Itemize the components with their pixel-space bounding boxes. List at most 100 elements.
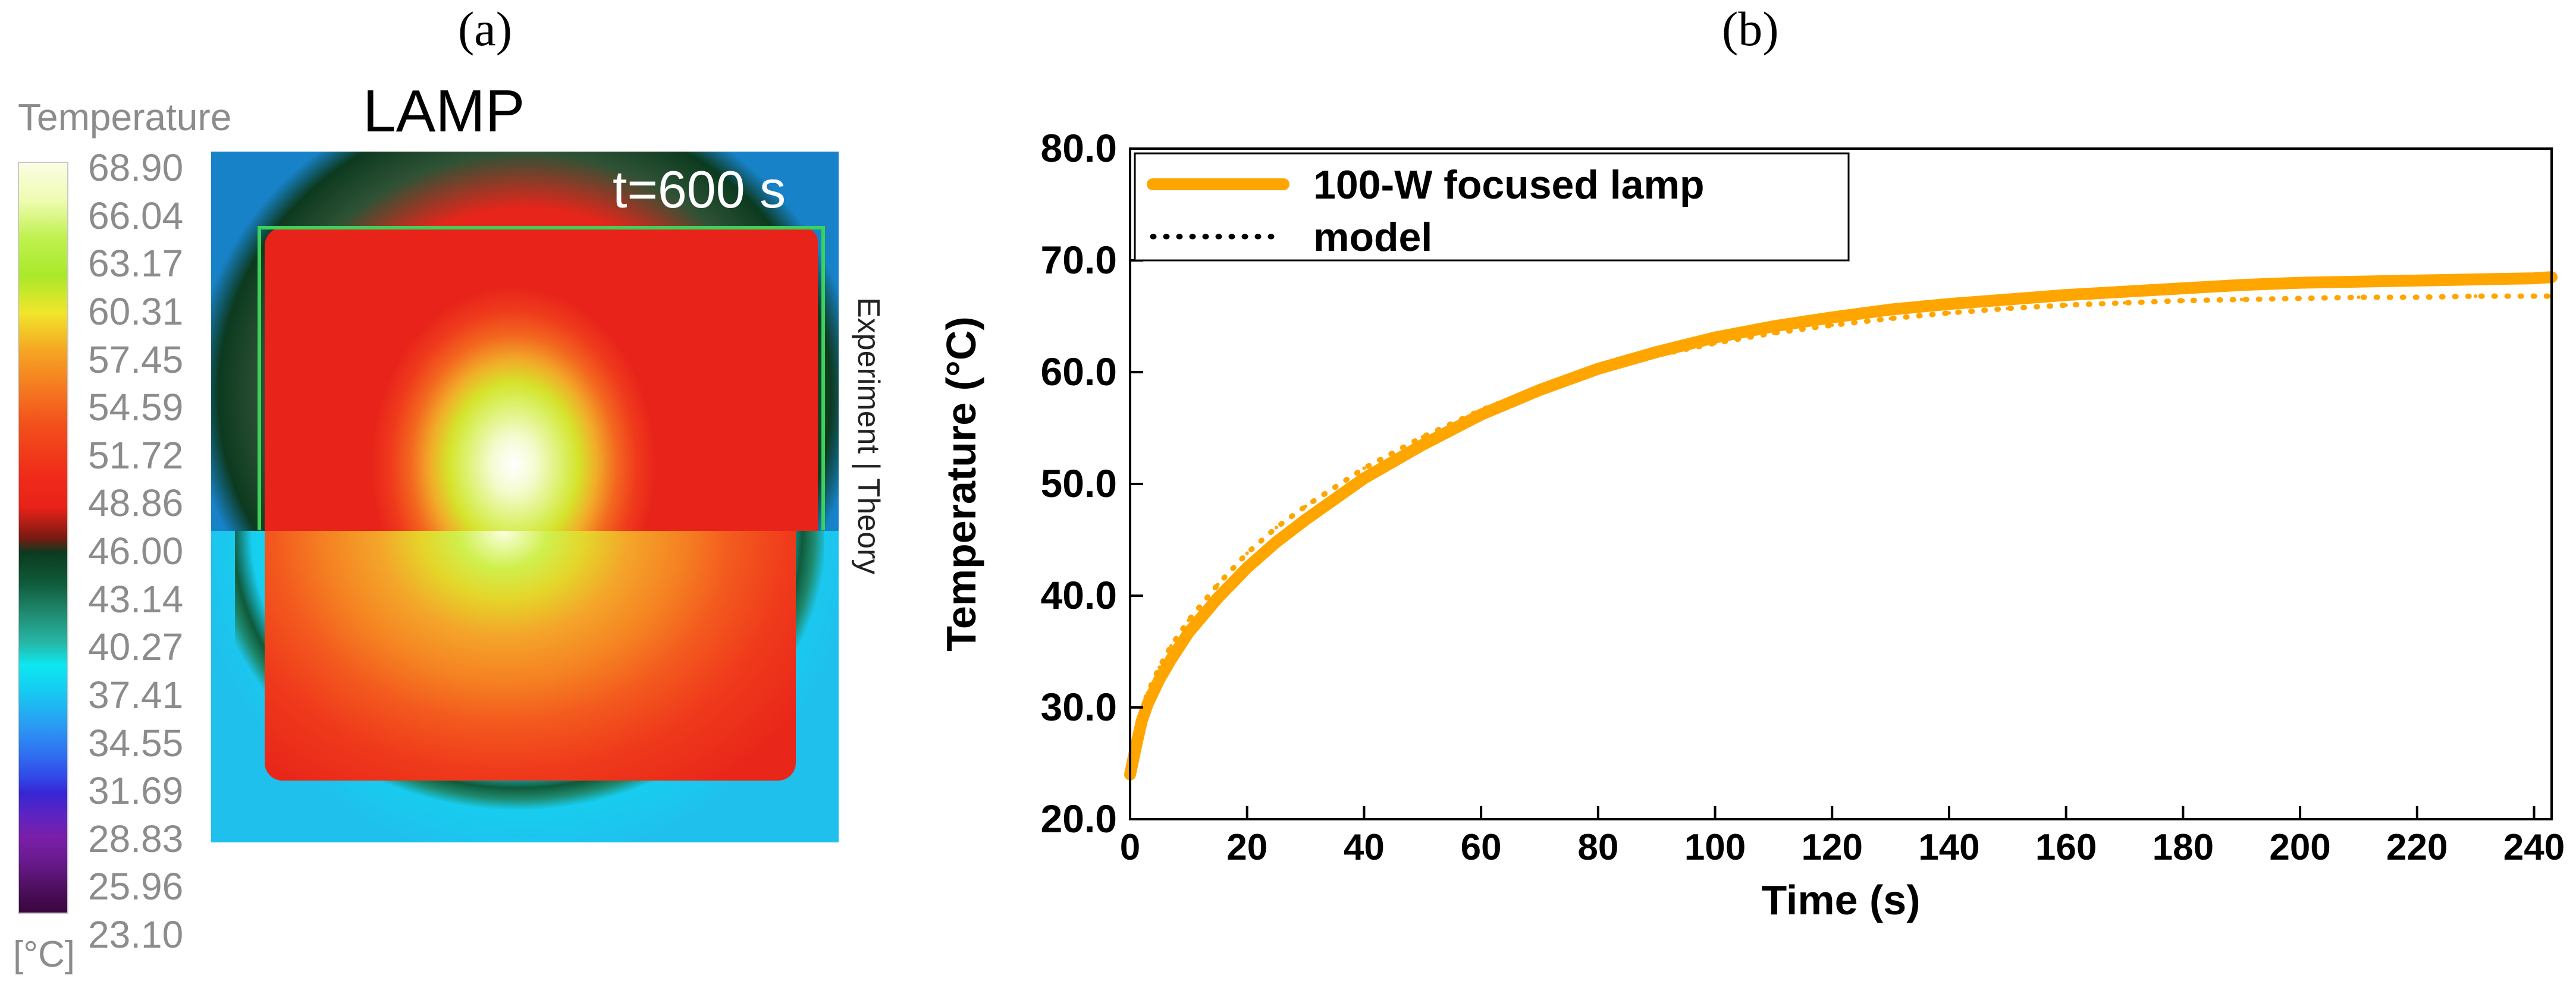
colorbar-unit: [°C] (13, 934, 76, 975)
legend-entry: model (1313, 215, 1432, 260)
data-point (1157, 665, 1162, 669)
data-point (1272, 538, 1280, 546)
y-tick-label: 40.0 (1041, 573, 1117, 617)
y-tick-label: 70.0 (1041, 238, 1117, 282)
data-point (1420, 435, 1425, 439)
x-tick-label: 120 (1802, 827, 1863, 868)
temperature-chart: 0 20 40 60 80 100 120 140 160 180 200 220 240 20.0 30.… (940, 126, 2565, 923)
data-point (1947, 311, 1951, 315)
data-point (1536, 386, 1543, 394)
colorbar-tick-label: 28.83 (88, 817, 184, 860)
data-point (1185, 629, 1193, 637)
colorbar-tick-label: 40.27 (88, 625, 184, 669)
colorbar-title: Temperature (18, 96, 232, 139)
data-point (2004, 295, 2012, 303)
data-point (1828, 313, 1836, 321)
data-point (2062, 291, 2070, 299)
data-point (2064, 303, 2068, 307)
data-point (1146, 691, 1150, 695)
x-tick-label: 20 (1226, 827, 1267, 868)
x-tick-label: 160 (2035, 827, 2097, 868)
data-point (1360, 474, 1368, 482)
colorbar-tick-label: 31.69 (88, 769, 184, 813)
series-line-model (1127, 293, 2555, 778)
colorbar-tick-label: 54.59 (88, 386, 184, 429)
x-tick-label: 200 (2269, 827, 2330, 868)
heatmap-title: LAMP (363, 78, 525, 144)
colorbar-tick-label: 68.90 (88, 146, 184, 189)
x-tick-label: 220 (2386, 827, 2448, 868)
x-tick-label: 100 (1684, 827, 1746, 868)
x-tick-label: 80 (1577, 827, 1618, 868)
data-point (2355, 278, 2362, 285)
data-point (1156, 676, 1163, 683)
x-tick-label: 180 (2153, 827, 2214, 868)
thermal-heatmap (211, 152, 839, 842)
data-point (2121, 288, 2129, 295)
data-point (1713, 341, 1717, 345)
x-tick-label: 140 (1918, 827, 1979, 868)
sample-outline (258, 226, 825, 530)
panel-label-a: (a) (458, 2, 513, 56)
data-point (1655, 353, 1659, 357)
colorbar-tick-label: 57.45 (88, 338, 184, 381)
data-point (1711, 334, 1719, 341)
colorbar-tick-label: 63.17 (88, 242, 184, 285)
data-point (2238, 281, 2245, 289)
series-line-lamp (1124, 271, 2558, 781)
data-point (1419, 441, 1426, 449)
colorbar-tick-label: 34.55 (88, 721, 184, 765)
data-point (1830, 323, 1834, 328)
data-point (1538, 386, 1542, 390)
data-point (1167, 656, 1175, 663)
data-point (1769, 322, 1777, 330)
data-point (1140, 710, 1144, 714)
data-point (1771, 331, 1775, 335)
colorbar-tick-label: 37.41 (88, 673, 184, 716)
colorbar-tick-label: 43.14 (88, 577, 184, 621)
x-axis-label: Time (s) (1761, 877, 1920, 923)
data-point (2474, 294, 2478, 298)
data-point (2472, 275, 2480, 283)
x-tick-label: 40 (1344, 827, 1385, 868)
y-tick-label: 20.0 (1041, 797, 1117, 841)
data-point (1243, 564, 1251, 571)
data-point (1169, 644, 1173, 648)
data-point (1274, 526, 1278, 530)
x-tick-label: 0 (1120, 827, 1140, 868)
time-label: t=600 s (613, 160, 786, 219)
data-point (1245, 551, 1249, 555)
data-point (1214, 594, 1222, 602)
data-point (1187, 618, 1191, 622)
x-tick-label: 240 (2503, 827, 2565, 868)
data-point (1302, 516, 1310, 524)
data-point (2532, 294, 2536, 298)
y-tick-label: 60.0 (1041, 350, 1117, 394)
experiment-theory-label: Experiment | Theory (851, 297, 886, 575)
colorbar-tick-label: 25.96 (88, 865, 184, 908)
data-point (2239, 297, 2244, 301)
data-point (2123, 301, 2127, 305)
legend-entry: 100-W focused lamp (1313, 162, 1705, 207)
panel-label-b: (b) (1722, 2, 1779, 56)
data-point (2357, 295, 2361, 300)
data-point (1477, 411, 1485, 419)
data-point (1216, 583, 1220, 587)
legend-box (1134, 152, 1850, 262)
data-point (2296, 279, 2304, 287)
data-point (1945, 300, 1953, 308)
data-point (1144, 700, 1151, 708)
data-point (1362, 466, 1366, 470)
colorbar-tick-label: 51.72 (88, 433, 184, 477)
data-point (1479, 408, 1483, 412)
y-tick-label: 50.0 (1041, 461, 1117, 505)
data-point (1887, 306, 1894, 313)
colorbar-tick-label: 66.04 (88, 194, 184, 237)
y-tick-label: 80.0 (1041, 126, 1117, 170)
x-tick-label: 60 (1461, 827, 1502, 868)
data-point (1304, 504, 1308, 508)
data-point (1596, 368, 1600, 372)
colorbar-tick-label: 48.86 (88, 482, 184, 525)
data-point (1888, 316, 1893, 320)
data-point (2298, 296, 2302, 300)
